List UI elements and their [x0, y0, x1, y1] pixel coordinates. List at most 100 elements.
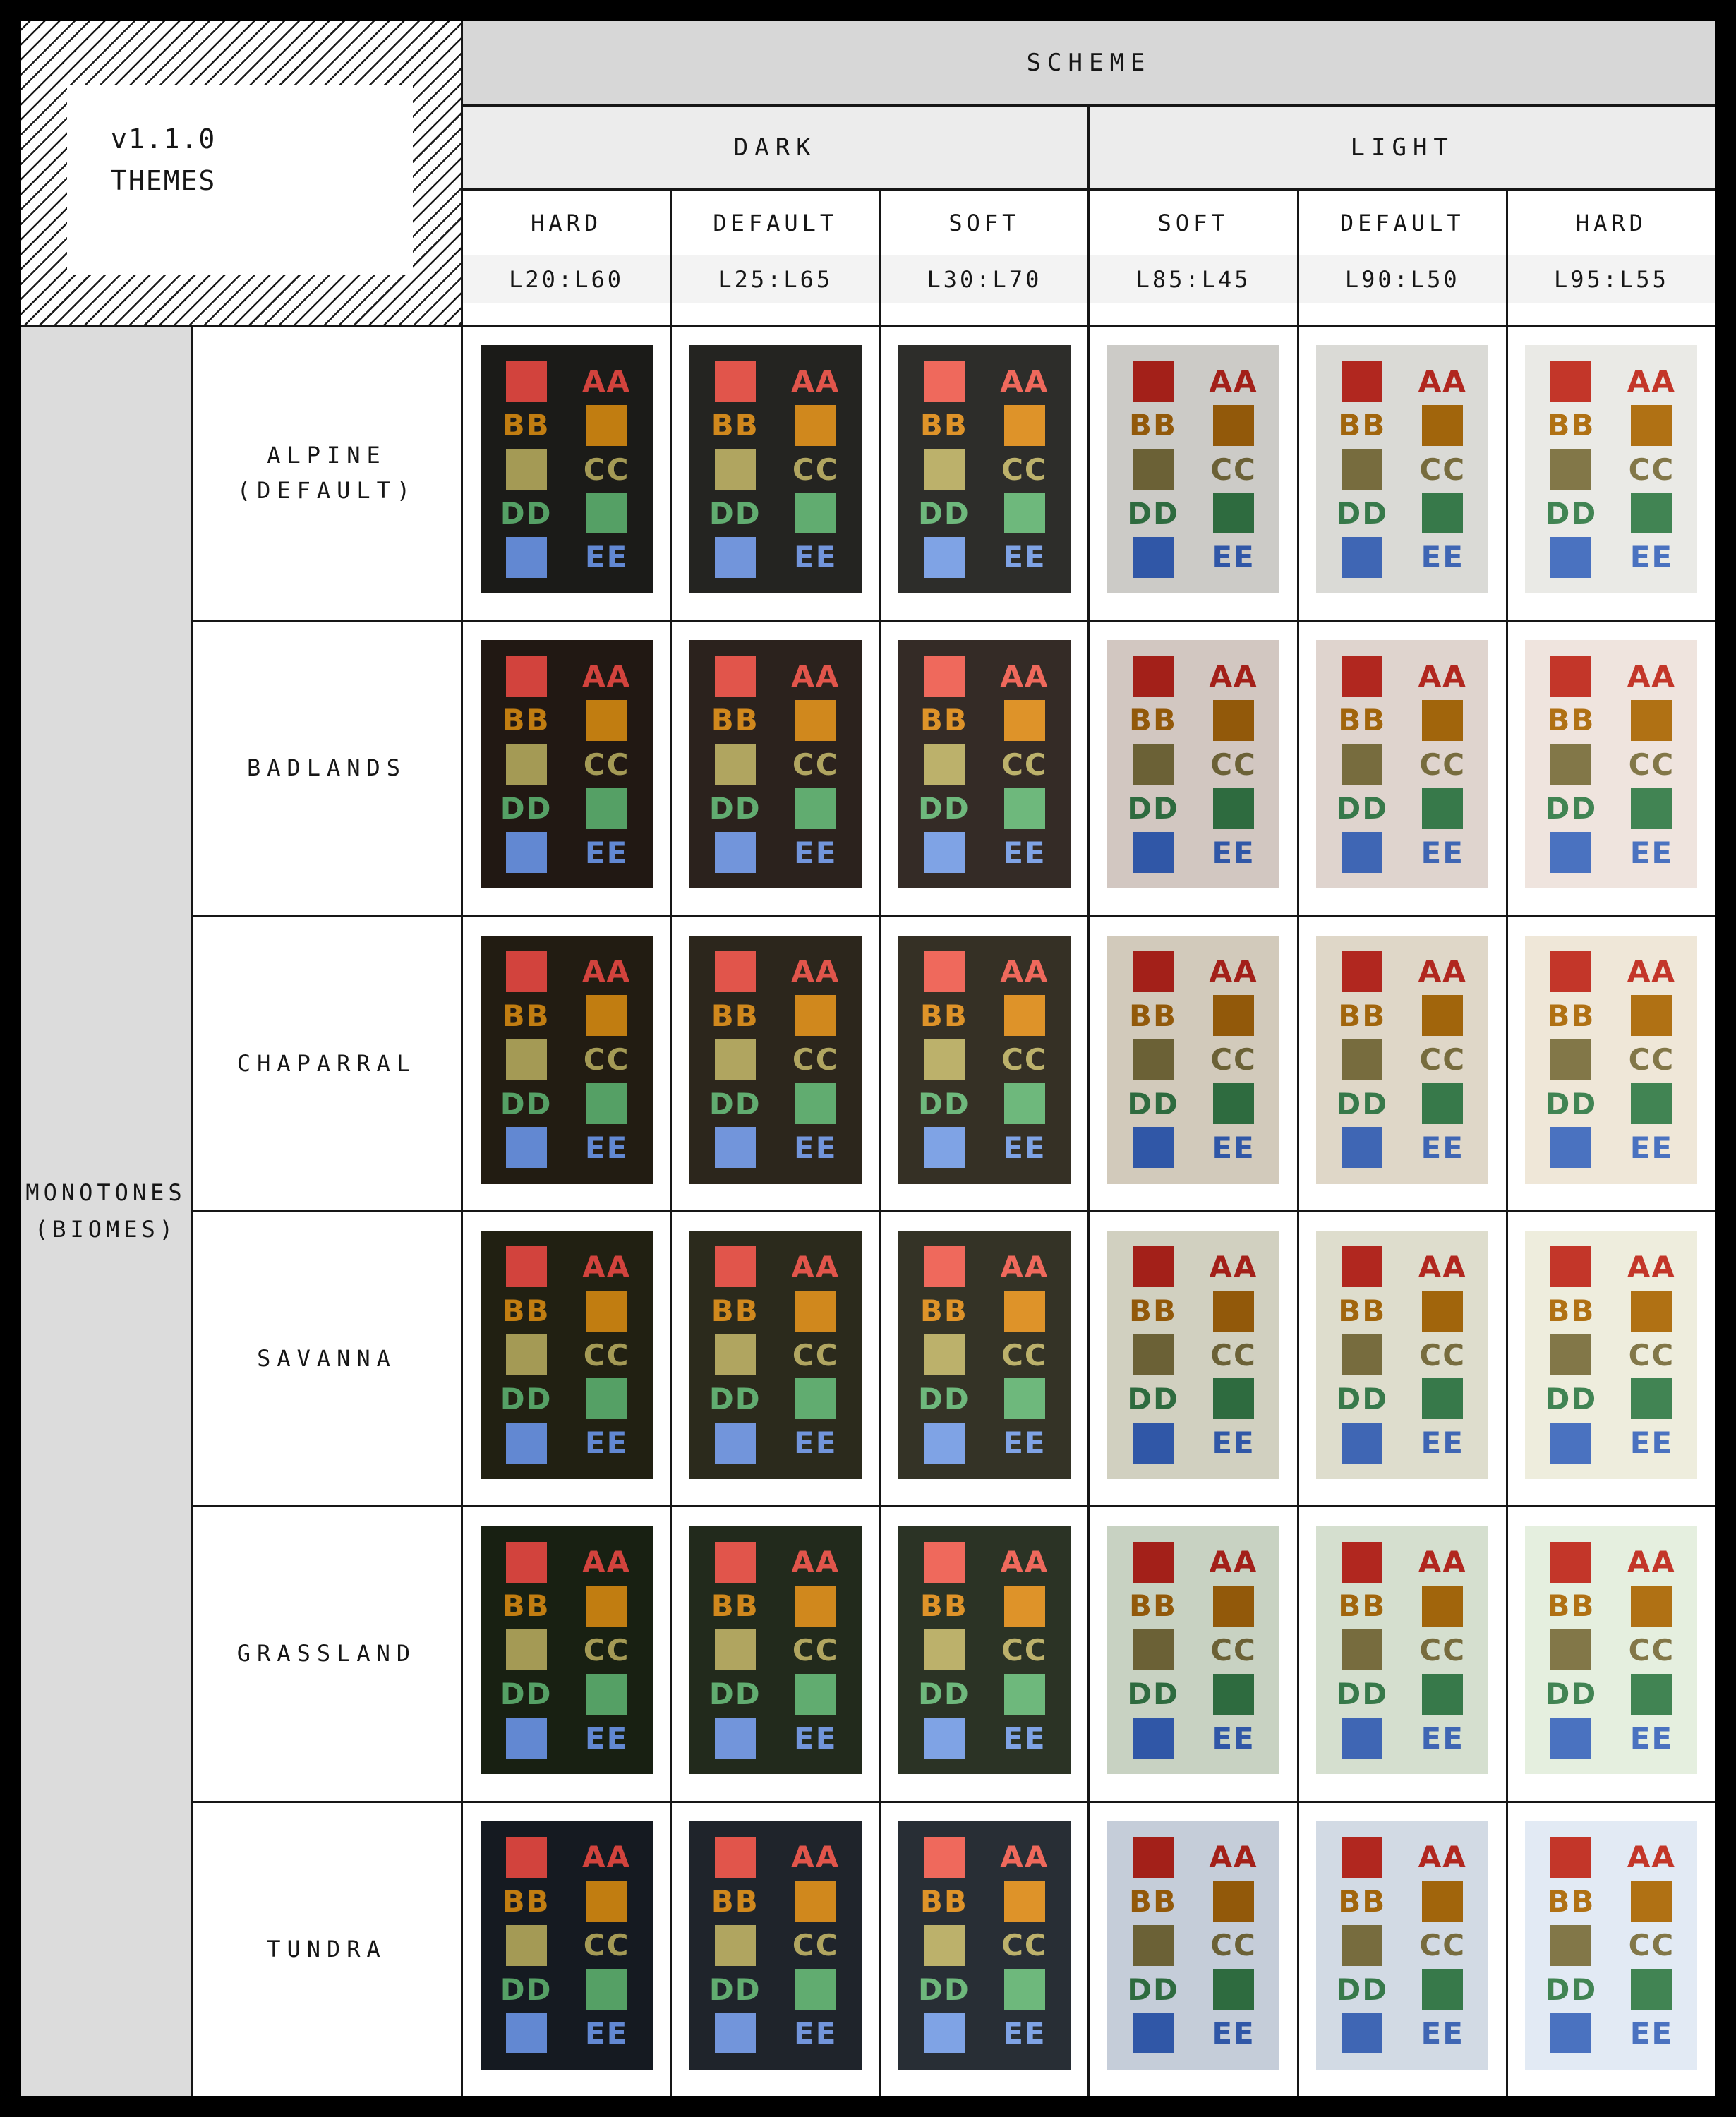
card-slot: EE — [578, 1126, 636, 1169]
swatch-label-dd: DD — [1336, 791, 1389, 826]
swatch-label-dd: DD — [500, 791, 553, 826]
theme-cell-grassland-dark-soft: BB DD AA CC EE — [881, 1507, 1088, 1801]
card-slot: EE — [996, 1126, 1054, 1169]
card-slot — [1205, 787, 1262, 831]
card-slot: EE — [996, 1421, 1054, 1465]
theme-cell-savanna-light-soft: BB DD AA CC EE — [1090, 1212, 1297, 1506]
card-slot — [1205, 994, 1262, 1037]
card-slot — [915, 1835, 973, 1879]
theme-cell-chaparral-dark-soft: BB DD AA CC EE — [881, 917, 1088, 1210]
badge-title: THEMES — [111, 164, 217, 196]
card-slot: BB — [1333, 699, 1391, 742]
swatch-cc — [714, 449, 756, 490]
swatch-label-ee: EE — [584, 1720, 629, 1756]
swatch-bb — [586, 404, 627, 446]
card-slot — [578, 1289, 636, 1332]
card-slot — [787, 994, 845, 1037]
swatch-label-aa: AA — [1000, 659, 1049, 694]
swatch-dd — [586, 1969, 627, 2010]
swatch-dd — [1213, 1969, 1255, 2010]
card-slot: CC — [787, 1333, 845, 1377]
card-slot — [1542, 536, 1600, 579]
card-slot — [1622, 1879, 1680, 1923]
swatch-label-aa: AA — [791, 1840, 840, 1875]
sidebar-monotones-label: MONOTONES (BIOMES) — [21, 327, 191, 2096]
card-slot: CC — [1622, 447, 1680, 491]
card-slot — [1542, 359, 1600, 403]
card-slot: BB — [915, 994, 973, 1037]
theme-card-savanna-light-soft: BB DD AA CC EE — [1107, 1231, 1280, 1479]
theme-card-badlands-dark-hard: BB DD AA CC EE — [480, 640, 653, 889]
theme-cell-chaparral-dark-default: BB DD AA CC EE — [672, 917, 879, 1210]
card-slot — [1542, 447, 1600, 491]
card-slot — [706, 654, 764, 698]
swatch-label-ee: EE — [1003, 1425, 1047, 1461]
swatch-label-cc: CC — [1210, 1632, 1257, 1667]
swatch-label-ee: EE — [794, 540, 838, 575]
card-slot: DD — [1124, 1377, 1182, 1421]
swatch-ee — [714, 1718, 756, 1759]
card-slot: CC — [1622, 1333, 1680, 1377]
card-slot — [915, 1245, 973, 1289]
swatch-aa — [1550, 1836, 1592, 1878]
card-column-left: BB DD — [1333, 1835, 1391, 2056]
card-column-left: BB DD — [915, 359, 973, 579]
card-column-left: BB DD — [1124, 1540, 1182, 1760]
card-slot — [996, 1377, 1054, 1421]
swatch-label-cc: CC — [1628, 1928, 1675, 1963]
swatch-label-dd: DD — [1545, 1086, 1598, 1121]
swatch-label-dd: DD — [1336, 1381, 1389, 1416]
swatch-label-bb: BB — [920, 1293, 968, 1329]
card-slot — [1124, 742, 1182, 786]
theme-card-alpine-light-hard: BB DD AA CC EE — [1525, 345, 1698, 593]
swatch-label-bb: BB — [1129, 1883, 1178, 1919]
swatch-label-dd: DD — [1545, 791, 1598, 826]
row-label-alpine-line-1: ALPINE — [267, 442, 387, 469]
swatch-cc — [1133, 1924, 1174, 1966]
swatch-dd — [1631, 1083, 1672, 1125]
swatch-ee — [714, 536, 756, 578]
swatch-dd — [1631, 1969, 1672, 2010]
swatch-label-ee: EE — [1003, 1720, 1047, 1756]
card-slot — [915, 1716, 973, 1760]
swatch-label-dd: DD — [1545, 495, 1598, 531]
swatch-ee — [1342, 1718, 1383, 1759]
card-slot — [1542, 1835, 1600, 1879]
card-slot — [787, 787, 845, 831]
card-slot — [1333, 831, 1391, 874]
swatch-label-bb: BB — [1547, 408, 1596, 443]
swatch-cc — [1342, 1334, 1383, 1376]
card-slot: BB — [706, 699, 764, 742]
card-slot: BB — [1542, 1584, 1600, 1628]
card-column-left: BB DD — [706, 1835, 764, 2056]
swatch-ee — [1342, 1422, 1383, 1464]
swatch-label-aa: AA — [1000, 954, 1049, 989]
card-column-left: BB DD — [1333, 950, 1391, 1170]
row-label-tundra: TUNDRA — [193, 1802, 461, 2096]
swatch-label-dd: DD — [1545, 1677, 1598, 1712]
card-column-right: AA CC EE — [787, 1540, 845, 1760]
card-slot — [578, 994, 636, 1037]
swatch-label-aa: AA — [1418, 659, 1467, 694]
card-slot: CC — [996, 447, 1054, 491]
card-column-right: AA CC EE — [787, 1835, 845, 2056]
card-column-left: BB DD — [706, 359, 764, 579]
card-slot — [1542, 1421, 1600, 1465]
column-header-lightness-dark-hard: L20:L60 — [463, 255, 670, 303]
card-slot: AA — [787, 654, 845, 698]
swatch-label-ee: EE — [1212, 540, 1255, 575]
card-column-left: BB DD — [498, 1540, 555, 1760]
card-slot: CC — [1622, 742, 1680, 786]
card-slot: EE — [1413, 1421, 1471, 1465]
swatch-ee — [1342, 536, 1383, 578]
swatch-ee — [1133, 536, 1174, 578]
swatch-aa — [923, 1836, 965, 1878]
swatch-cc — [1133, 1334, 1174, 1376]
swatch-label-cc: CC — [1001, 1928, 1048, 1963]
card-slot: AA — [1413, 359, 1471, 403]
theme-card-chaparral-light-hard: BB DD AA CC EE — [1525, 935, 1698, 1184]
card-slot: EE — [1413, 1126, 1471, 1169]
card-slot: BB — [1124, 1584, 1182, 1628]
swatch-bb — [1213, 699, 1255, 741]
card-slot: BB — [498, 1879, 555, 1923]
